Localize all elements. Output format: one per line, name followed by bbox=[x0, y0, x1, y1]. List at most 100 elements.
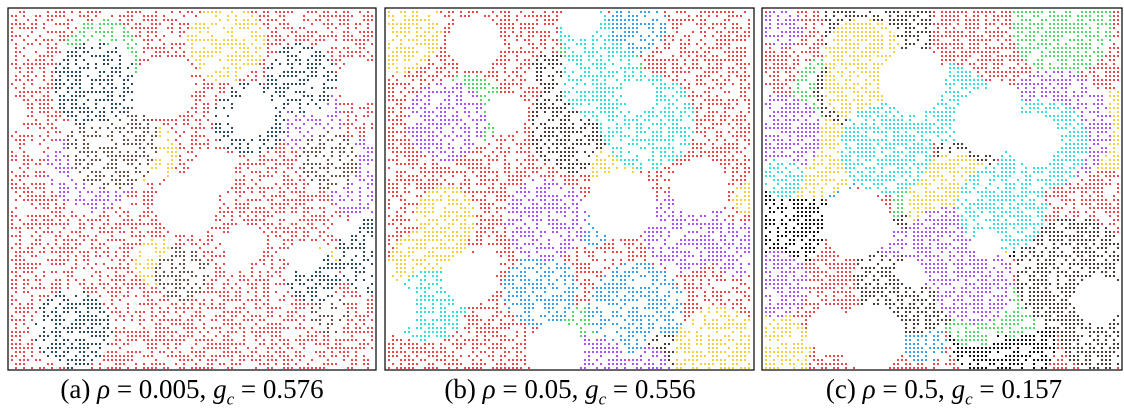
site-dot bbox=[211, 127, 213, 129]
site-dot bbox=[263, 23, 265, 25]
site-dot bbox=[163, 47, 165, 49]
site-dot bbox=[536, 23, 538, 25]
site-dot bbox=[512, 83, 514, 85]
site-dot bbox=[355, 271, 357, 273]
site-dot bbox=[740, 75, 742, 77]
site-dot bbox=[343, 315, 345, 317]
site-dot bbox=[135, 243, 137, 245]
site-dot bbox=[420, 71, 422, 73]
site-dot bbox=[19, 139, 21, 141]
site-dot bbox=[524, 23, 526, 25]
site-dot bbox=[684, 71, 686, 73]
site-dot bbox=[620, 51, 622, 53]
site-dot bbox=[339, 147, 341, 149]
site-dot bbox=[259, 59, 261, 61]
site-dot bbox=[11, 235, 13, 237]
site-dot bbox=[227, 19, 229, 21]
site-dot bbox=[648, 79, 650, 81]
site-dot bbox=[363, 159, 365, 161]
site-dot bbox=[211, 235, 213, 237]
site-dot bbox=[43, 327, 45, 329]
site-dot bbox=[283, 19, 285, 21]
site-dot bbox=[231, 299, 233, 301]
site-dot bbox=[315, 239, 317, 241]
site-dot bbox=[516, 51, 518, 53]
site-dot bbox=[263, 35, 265, 37]
site-dot bbox=[668, 19, 670, 21]
site-dot bbox=[103, 147, 105, 149]
site-dot bbox=[51, 311, 53, 313]
site-dot bbox=[107, 51, 109, 53]
site-dot bbox=[15, 19, 17, 21]
site-dot bbox=[123, 359, 125, 361]
site-dot bbox=[239, 215, 241, 217]
site-dot bbox=[135, 143, 137, 145]
site-dot bbox=[79, 55, 81, 57]
site-dot bbox=[195, 139, 197, 141]
site-dot bbox=[59, 323, 61, 325]
site-dot bbox=[87, 343, 89, 345]
site-dot bbox=[103, 167, 105, 169]
site-dot bbox=[323, 343, 325, 345]
site-dot bbox=[291, 207, 293, 209]
site-dot bbox=[444, 43, 446, 45]
site-dot bbox=[75, 27, 77, 29]
site-dot bbox=[500, 59, 502, 61]
site-dot bbox=[568, 55, 570, 57]
site-dot bbox=[371, 295, 373, 297]
site-dot bbox=[135, 59, 137, 61]
site-dot bbox=[488, 83, 490, 85]
site-dot bbox=[15, 263, 17, 265]
site-dot bbox=[27, 251, 29, 253]
site-dot bbox=[267, 239, 269, 241]
site-dot bbox=[367, 19, 369, 21]
site-dot bbox=[215, 127, 217, 129]
site-dot bbox=[612, 39, 614, 41]
site-dot bbox=[612, 47, 614, 49]
site-dot bbox=[680, 19, 682, 21]
site-dot bbox=[412, 75, 414, 77]
site-dot bbox=[436, 39, 438, 41]
site-dot bbox=[211, 51, 213, 53]
site-dot bbox=[127, 351, 129, 353]
site-dot bbox=[367, 359, 369, 361]
site-dot bbox=[79, 315, 81, 317]
site-dot bbox=[335, 47, 337, 49]
site-dot bbox=[43, 139, 45, 141]
site-dot bbox=[464, 75, 466, 77]
site-dot bbox=[327, 159, 329, 161]
site-dot bbox=[564, 51, 566, 53]
site-dot bbox=[147, 31, 149, 33]
site-dot bbox=[67, 135, 69, 137]
site-dot bbox=[135, 27, 137, 29]
site-dot bbox=[279, 335, 281, 337]
site-dot bbox=[111, 31, 113, 33]
site-dot bbox=[243, 179, 245, 181]
site-dot bbox=[79, 79, 81, 81]
site-dot bbox=[91, 283, 93, 285]
site-dot bbox=[347, 35, 349, 37]
site-dot bbox=[299, 107, 301, 109]
site-dot bbox=[63, 71, 65, 73]
site-dot bbox=[283, 231, 285, 233]
site-dot bbox=[472, 83, 474, 85]
site-dot bbox=[199, 315, 201, 317]
site-dot bbox=[159, 275, 161, 277]
site-dot bbox=[748, 27, 750, 29]
site-dot bbox=[55, 79, 57, 81]
site-dot bbox=[608, 39, 610, 41]
site-dot bbox=[287, 99, 289, 101]
site-dot bbox=[299, 279, 301, 281]
site-dot bbox=[323, 167, 325, 169]
site-dot bbox=[187, 355, 189, 357]
site-dot bbox=[359, 159, 361, 161]
site-dot bbox=[235, 95, 237, 97]
site-dot bbox=[572, 51, 574, 53]
site-dot bbox=[119, 315, 121, 317]
site-dot bbox=[299, 203, 301, 205]
site-dot bbox=[179, 299, 181, 301]
site-dot bbox=[227, 291, 229, 293]
site-dot bbox=[139, 303, 141, 305]
site-dot bbox=[55, 199, 57, 201]
site-dot bbox=[628, 79, 630, 81]
